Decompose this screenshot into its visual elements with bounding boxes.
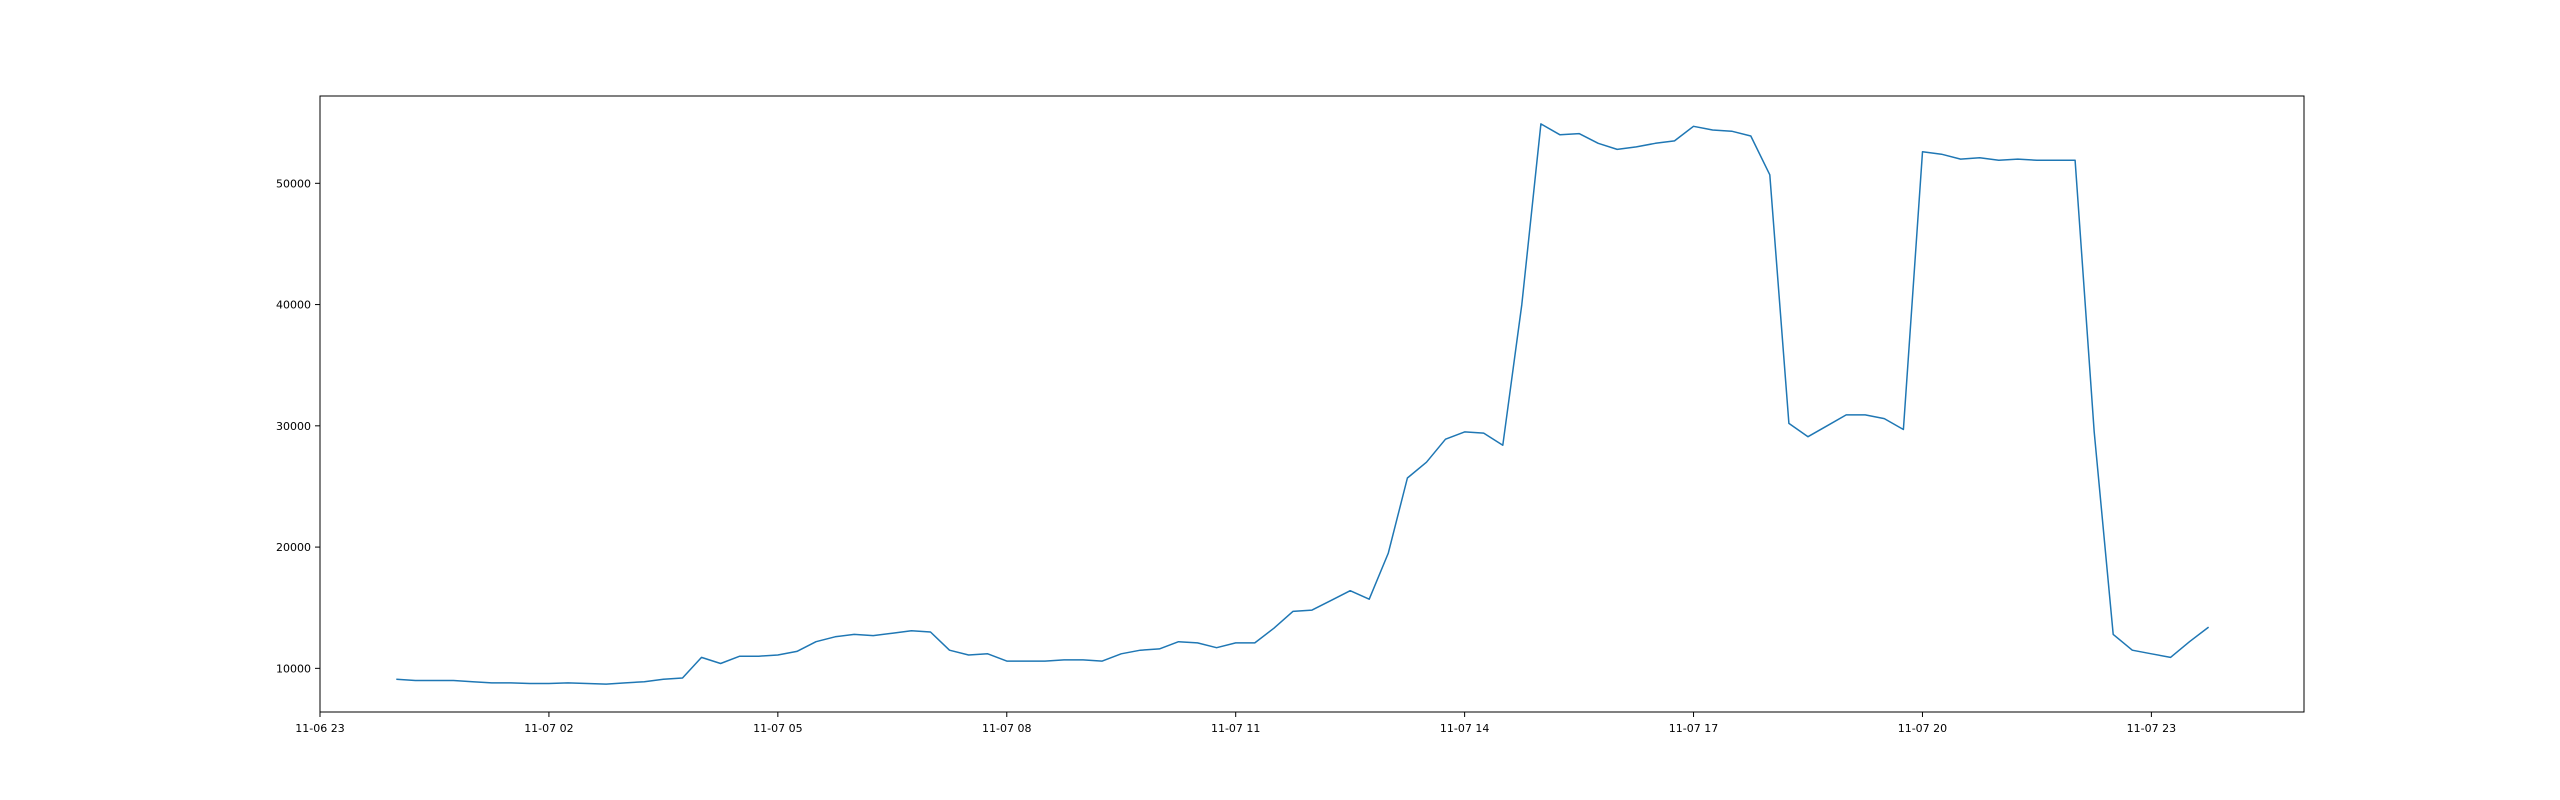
x-tick-label: 11-07 08 [982, 722, 1031, 735]
y-tick-label: 20000 [276, 541, 311, 554]
x-tick-label: 11-06 23 [295, 722, 344, 735]
x-tick-label: 11-07 20 [1898, 722, 1947, 735]
x-tick-label: 11-07 17 [1669, 722, 1718, 735]
y-tick-label: 30000 [276, 420, 311, 433]
x-tick-label: 11-07 05 [753, 722, 802, 735]
y-tick-label: 50000 [276, 177, 311, 190]
x-tick-label: 11-07 11 [1211, 722, 1260, 735]
y-tick-label: 40000 [276, 299, 311, 312]
x-tick-label: 11-07 23 [2127, 722, 2176, 735]
y-tick-label: 10000 [276, 662, 311, 675]
x-tick-label: 11-07 14 [1440, 722, 1489, 735]
x-tick-label: 11-07 02 [524, 722, 573, 735]
